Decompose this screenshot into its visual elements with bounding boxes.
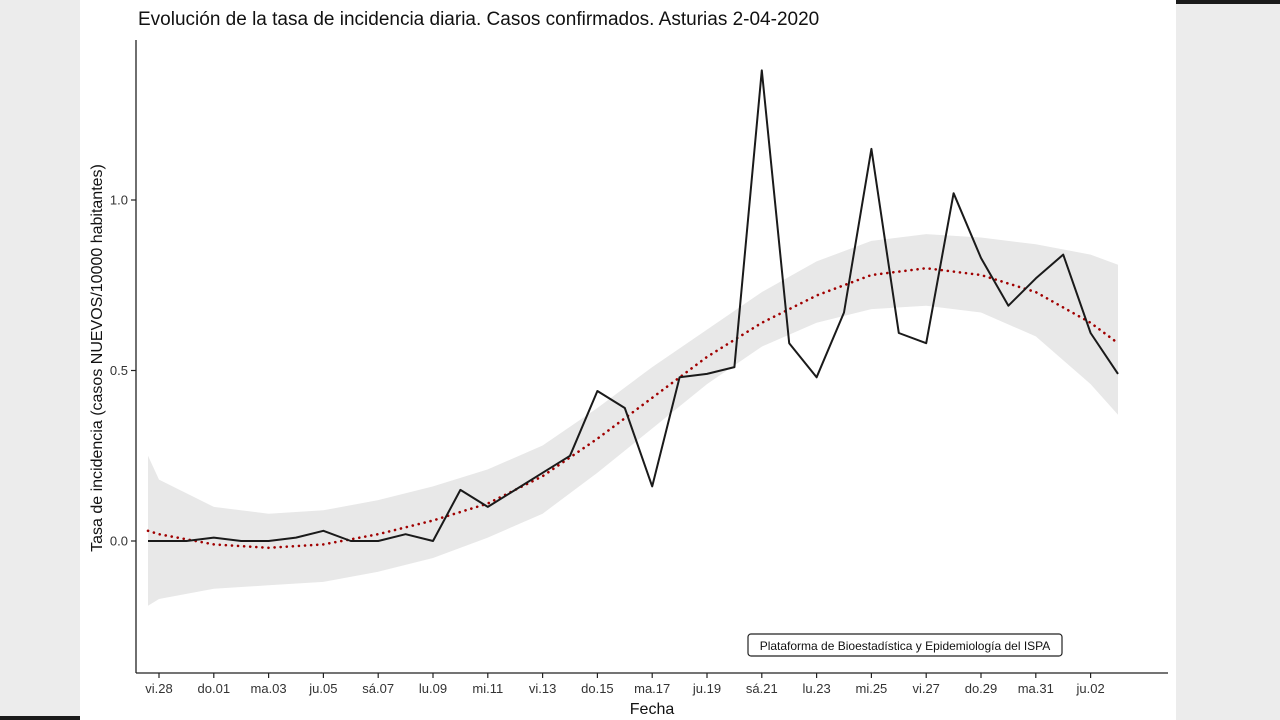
confidence-band [148, 234, 1118, 606]
x-tick-label: vi.27 [912, 681, 939, 696]
x-tick-label: ma.17 [634, 681, 670, 696]
x-tick-label: do.15 [581, 681, 614, 696]
x-tick-label: do.01 [198, 681, 231, 696]
y-tick-label: 0.5 [110, 363, 128, 378]
y-tick-label: 1.0 [110, 193, 128, 208]
x-tick-label: vi.28 [145, 681, 172, 696]
frame-line-bottom [0, 716, 80, 720]
x-tick-label: lu.09 [419, 681, 447, 696]
y-axis-title: Tasa de incidencia (casos NUEVOS/10000 h… [89, 164, 106, 552]
x-tick-label: sá.07 [362, 681, 394, 696]
x-tick-label: ju.02 [1075, 681, 1104, 696]
trend-line-dotted [146, 266, 1120, 550]
x-tick-label: lu.23 [802, 681, 830, 696]
y-tick-label: 0.0 [110, 534, 128, 549]
caption-text: Plataforma de Bioestadística y Epidemiol… [760, 639, 1051, 653]
incidence-series-line [148, 69, 1119, 542]
caption-frame [747, 633, 1063, 657]
x-tick-label: do.29 [965, 681, 998, 696]
x-tick-label: ju.05 [308, 681, 337, 696]
x-tick-label: ma.03 [251, 681, 287, 696]
chart-title: Evolución de la tasa de incidencia diari… [138, 9, 819, 30]
caption-box: Plataforma de Bioestadística y Epidemiol… [747, 633, 1063, 657]
x-axis-title: Fecha [630, 701, 675, 718]
x-tick-label: sá.21 [746, 681, 778, 696]
chart-panel [80, 0, 1176, 720]
x-tick-label: ma.31 [1018, 681, 1054, 696]
frame-line-top [1176, 0, 1280, 4]
x-tick-label: mi.25 [856, 681, 888, 696]
x-tick-label: ju.19 [692, 681, 721, 696]
plot-area: 0.0 0.5 1.0 vi.28 do.01 ma.03 ju.05 sá.07 lu.09 m… [110, 40, 1168, 696]
x-tick-label: vi.13 [529, 681, 556, 696]
x-tick-label: mi.11 [472, 681, 503, 696]
